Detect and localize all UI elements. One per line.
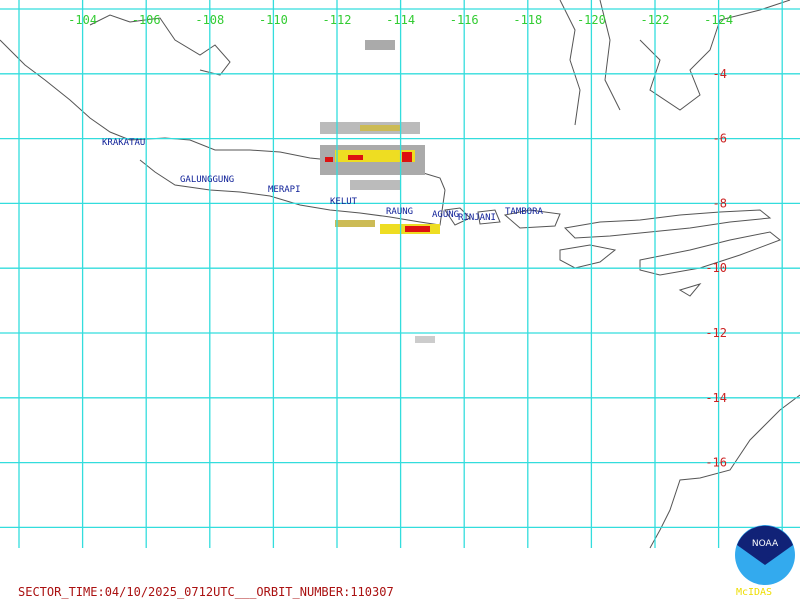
ash-pixel	[335, 220, 375, 227]
logo-center	[749, 526, 781, 558]
latitude-label: -16	[705, 456, 727, 470]
latitude-label: -6	[713, 132, 727, 146]
ash-pixel	[365, 40, 395, 50]
borneo-islands	[89, 14, 231, 76]
ash-pixel	[405, 226, 430, 232]
longitude-label: -104	[68, 13, 97, 27]
sumatra-coast	[0, 39, 131, 141]
bali-lombok-sumbawa	[444, 207, 561, 229]
ash-pixel	[360, 125, 400, 131]
longitude-label: -118	[513, 13, 542, 27]
australia-coast	[649, 394, 800, 549]
longitude-label: -122	[641, 13, 670, 27]
longitude-label: -108	[195, 13, 224, 27]
latitude-label: -8	[713, 196, 727, 210]
flores-chain	[563, 209, 772, 239]
java-south-coast	[139, 159, 446, 226]
volcano-label: AGUNG	[432, 210, 459, 220]
footer: SECTOR_TIME:04/10/2025_0712UTC___ORBIT_N…	[18, 585, 394, 599]
ash-pixel	[415, 336, 435, 343]
logo-name: NOAA	[752, 539, 779, 549]
noaa-logo: NOAA McIDAS	[735, 525, 795, 598]
longitude-label: -110	[259, 13, 288, 27]
longitude-label: -114	[386, 13, 415, 27]
volcano-label: TAMBORA	[505, 207, 544, 217]
logo-software: McIDAS	[736, 587, 772, 598]
latitude-label: -14	[705, 391, 727, 405]
longitude-label: -124	[704, 13, 733, 27]
longitude-label: -106	[132, 13, 161, 27]
longitude-label: -112	[323, 13, 352, 27]
ash-pixel	[350, 180, 400, 190]
volcano-label: RINJANI	[458, 213, 496, 223]
ash-pixel	[325, 157, 333, 162]
volcano-label: KELUT	[330, 197, 358, 207]
latitude-label: -12	[705, 326, 727, 340]
volcano-label: KRAKATAU	[102, 138, 145, 148]
volcano-label: RAUNG	[386, 207, 413, 217]
volcano-label: MERAPI	[268, 185, 301, 195]
ash-pixel	[348, 155, 363, 160]
graticule	[0, 0, 800, 548]
coastlines	[0, 0, 800, 549]
longitude-label: -120	[577, 13, 606, 27]
longitude-label: -116	[450, 13, 479, 27]
ash-detections	[320, 40, 440, 343]
sumba-timor	[559, 231, 781, 297]
latitude-label: -4	[713, 67, 727, 81]
ash-pixel	[402, 152, 412, 162]
labels: -104 -106 -108 -110 -112 -114 -116 -118 -120 -122…	[68, 13, 733, 470]
latitude-label: -10	[705, 261, 727, 275]
volcano-label: GALUNGGUNG	[180, 175, 234, 185]
